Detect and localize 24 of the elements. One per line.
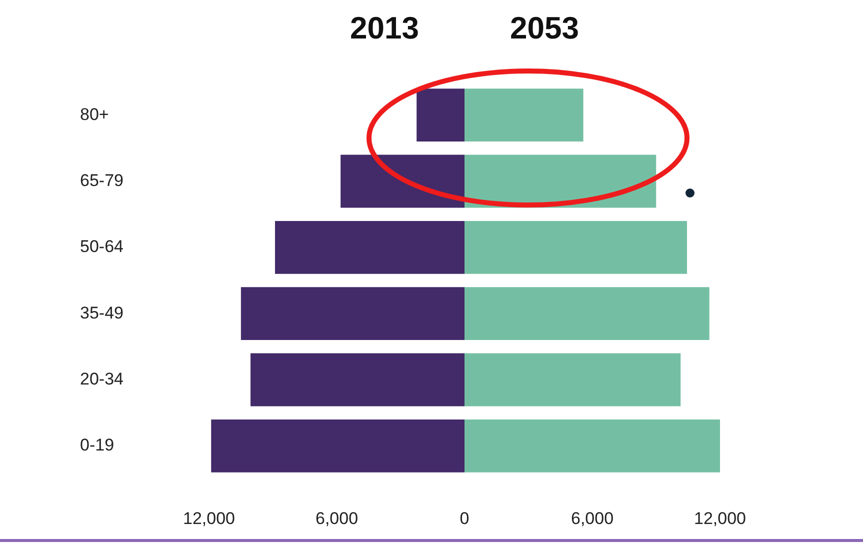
bar: [464, 220, 687, 274]
x-tick-label: 12,000: [183, 508, 235, 528]
bar: [240, 287, 464, 340]
y-tick-label: 35-49: [80, 303, 124, 322]
y-tick-label: 80+: [80, 104, 109, 124]
bar: [275, 220, 464, 274]
y-tick-label: 20-34: [80, 369, 124, 388]
bar: [416, 88, 464, 142]
series-label: 2013: [350, 10, 419, 46]
y-tick-label: 0-19: [80, 436, 114, 455]
x-tick-label: 6,000: [570, 508, 614, 528]
bar: [464, 419, 720, 472]
x-tick-label: 6,000: [315, 508, 358, 528]
bar: [464, 353, 681, 406]
bar: [464, 88, 584, 142]
x-tick-label: 0: [460, 508, 470, 528]
bar: [340, 154, 464, 208]
bar: [211, 419, 464, 472]
bar: [250, 353, 464, 406]
bar: [464, 287, 710, 340]
series-label: 2053: [510, 10, 579, 46]
x-tick-label: 12,000: [694, 508, 746, 528]
y-tick-label: 50-64: [80, 237, 124, 256]
y-tick-label: 65-79: [80, 170, 124, 190]
